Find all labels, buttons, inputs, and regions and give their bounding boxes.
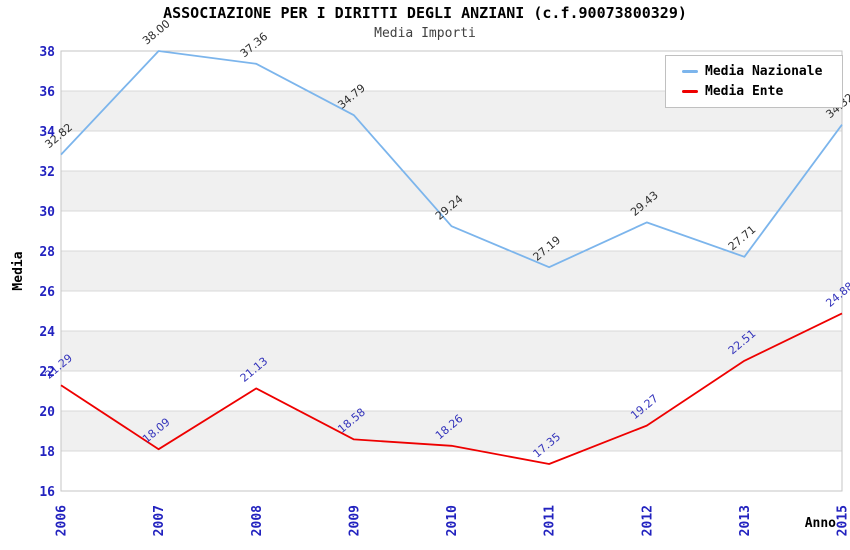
y-tick-label: 26 bbox=[39, 285, 55, 300]
series-line-1 bbox=[60, 312, 843, 465]
plot-bands-layer bbox=[61, 91, 842, 451]
x-axis-title: Anno bbox=[805, 516, 836, 531]
y-tick-label: 16 bbox=[39, 485, 55, 500]
y-tick-label: 34 bbox=[39, 125, 55, 140]
legend-item-media-nazionale[interactable]: Media Nazionale bbox=[682, 64, 838, 79]
y-tick-label: 28 bbox=[39, 245, 55, 260]
plot-band bbox=[61, 331, 842, 371]
series-line-0 bbox=[60, 50, 843, 269]
axis-ticks-layer: 16 18 20 22 24 26 28 30 32 34 36 38 2006 2007 2008 2009… bbox=[39, 45, 850, 536]
legend-label-media-nazionale: Media Nazionale bbox=[705, 64, 823, 79]
plot-band bbox=[61, 251, 842, 291]
y-tick-label: 32 bbox=[39, 165, 55, 180]
plot-band bbox=[61, 171, 842, 211]
x-tick-label: 2015 bbox=[836, 505, 850, 536]
chart-subtitle: Media Importi bbox=[374, 26, 476, 41]
y-tick-label: 22 bbox=[39, 365, 55, 380]
y-tick-label: 36 bbox=[39, 85, 55, 100]
x-tick-label: 2013 bbox=[738, 505, 753, 536]
x-tick-label: 2010 bbox=[445, 505, 460, 536]
legend-item-media-ente[interactable]: Media Ente bbox=[682, 84, 838, 99]
data-label: 37.36 bbox=[238, 30, 270, 60]
series-layer bbox=[60, 50, 843, 465]
chart-title: ASSOCIAZIONE PER I DIRITTI DEGLI ANZIANI… bbox=[163, 4, 687, 22]
x-tick-label: 2006 bbox=[55, 505, 70, 536]
gridlines-layer bbox=[60, 50, 843, 492]
y-tick-label: 30 bbox=[39, 205, 55, 220]
y-tick-label: 38 bbox=[39, 45, 55, 60]
data-label: 27.71 bbox=[726, 223, 758, 253]
legend-marker-media-nazionale-icon bbox=[682, 70, 698, 73]
legend-label-media-ente: Media Ente bbox=[705, 84, 784, 99]
y-tick-label: 24 bbox=[39, 325, 55, 340]
x-tick-label: 2008 bbox=[250, 505, 265, 536]
legend: Media Nazionale Media Ente bbox=[665, 55, 843, 108]
x-tick-label: 2012 bbox=[640, 505, 655, 536]
plot-band bbox=[61, 411, 842, 451]
legend-marker-media-ente-icon bbox=[682, 90, 698, 93]
x-tick-label: 2009 bbox=[347, 505, 362, 536]
x-tick-label: 2007 bbox=[152, 505, 167, 536]
x-tick-label: 2011 bbox=[543, 505, 558, 536]
data-label: 38.00 bbox=[140, 17, 172, 47]
y-tick-label: 18 bbox=[39, 445, 55, 460]
y-axis-title: Media bbox=[11, 251, 26, 290]
plot-border bbox=[60, 50, 843, 492]
y-tick-label: 20 bbox=[39, 405, 55, 420]
